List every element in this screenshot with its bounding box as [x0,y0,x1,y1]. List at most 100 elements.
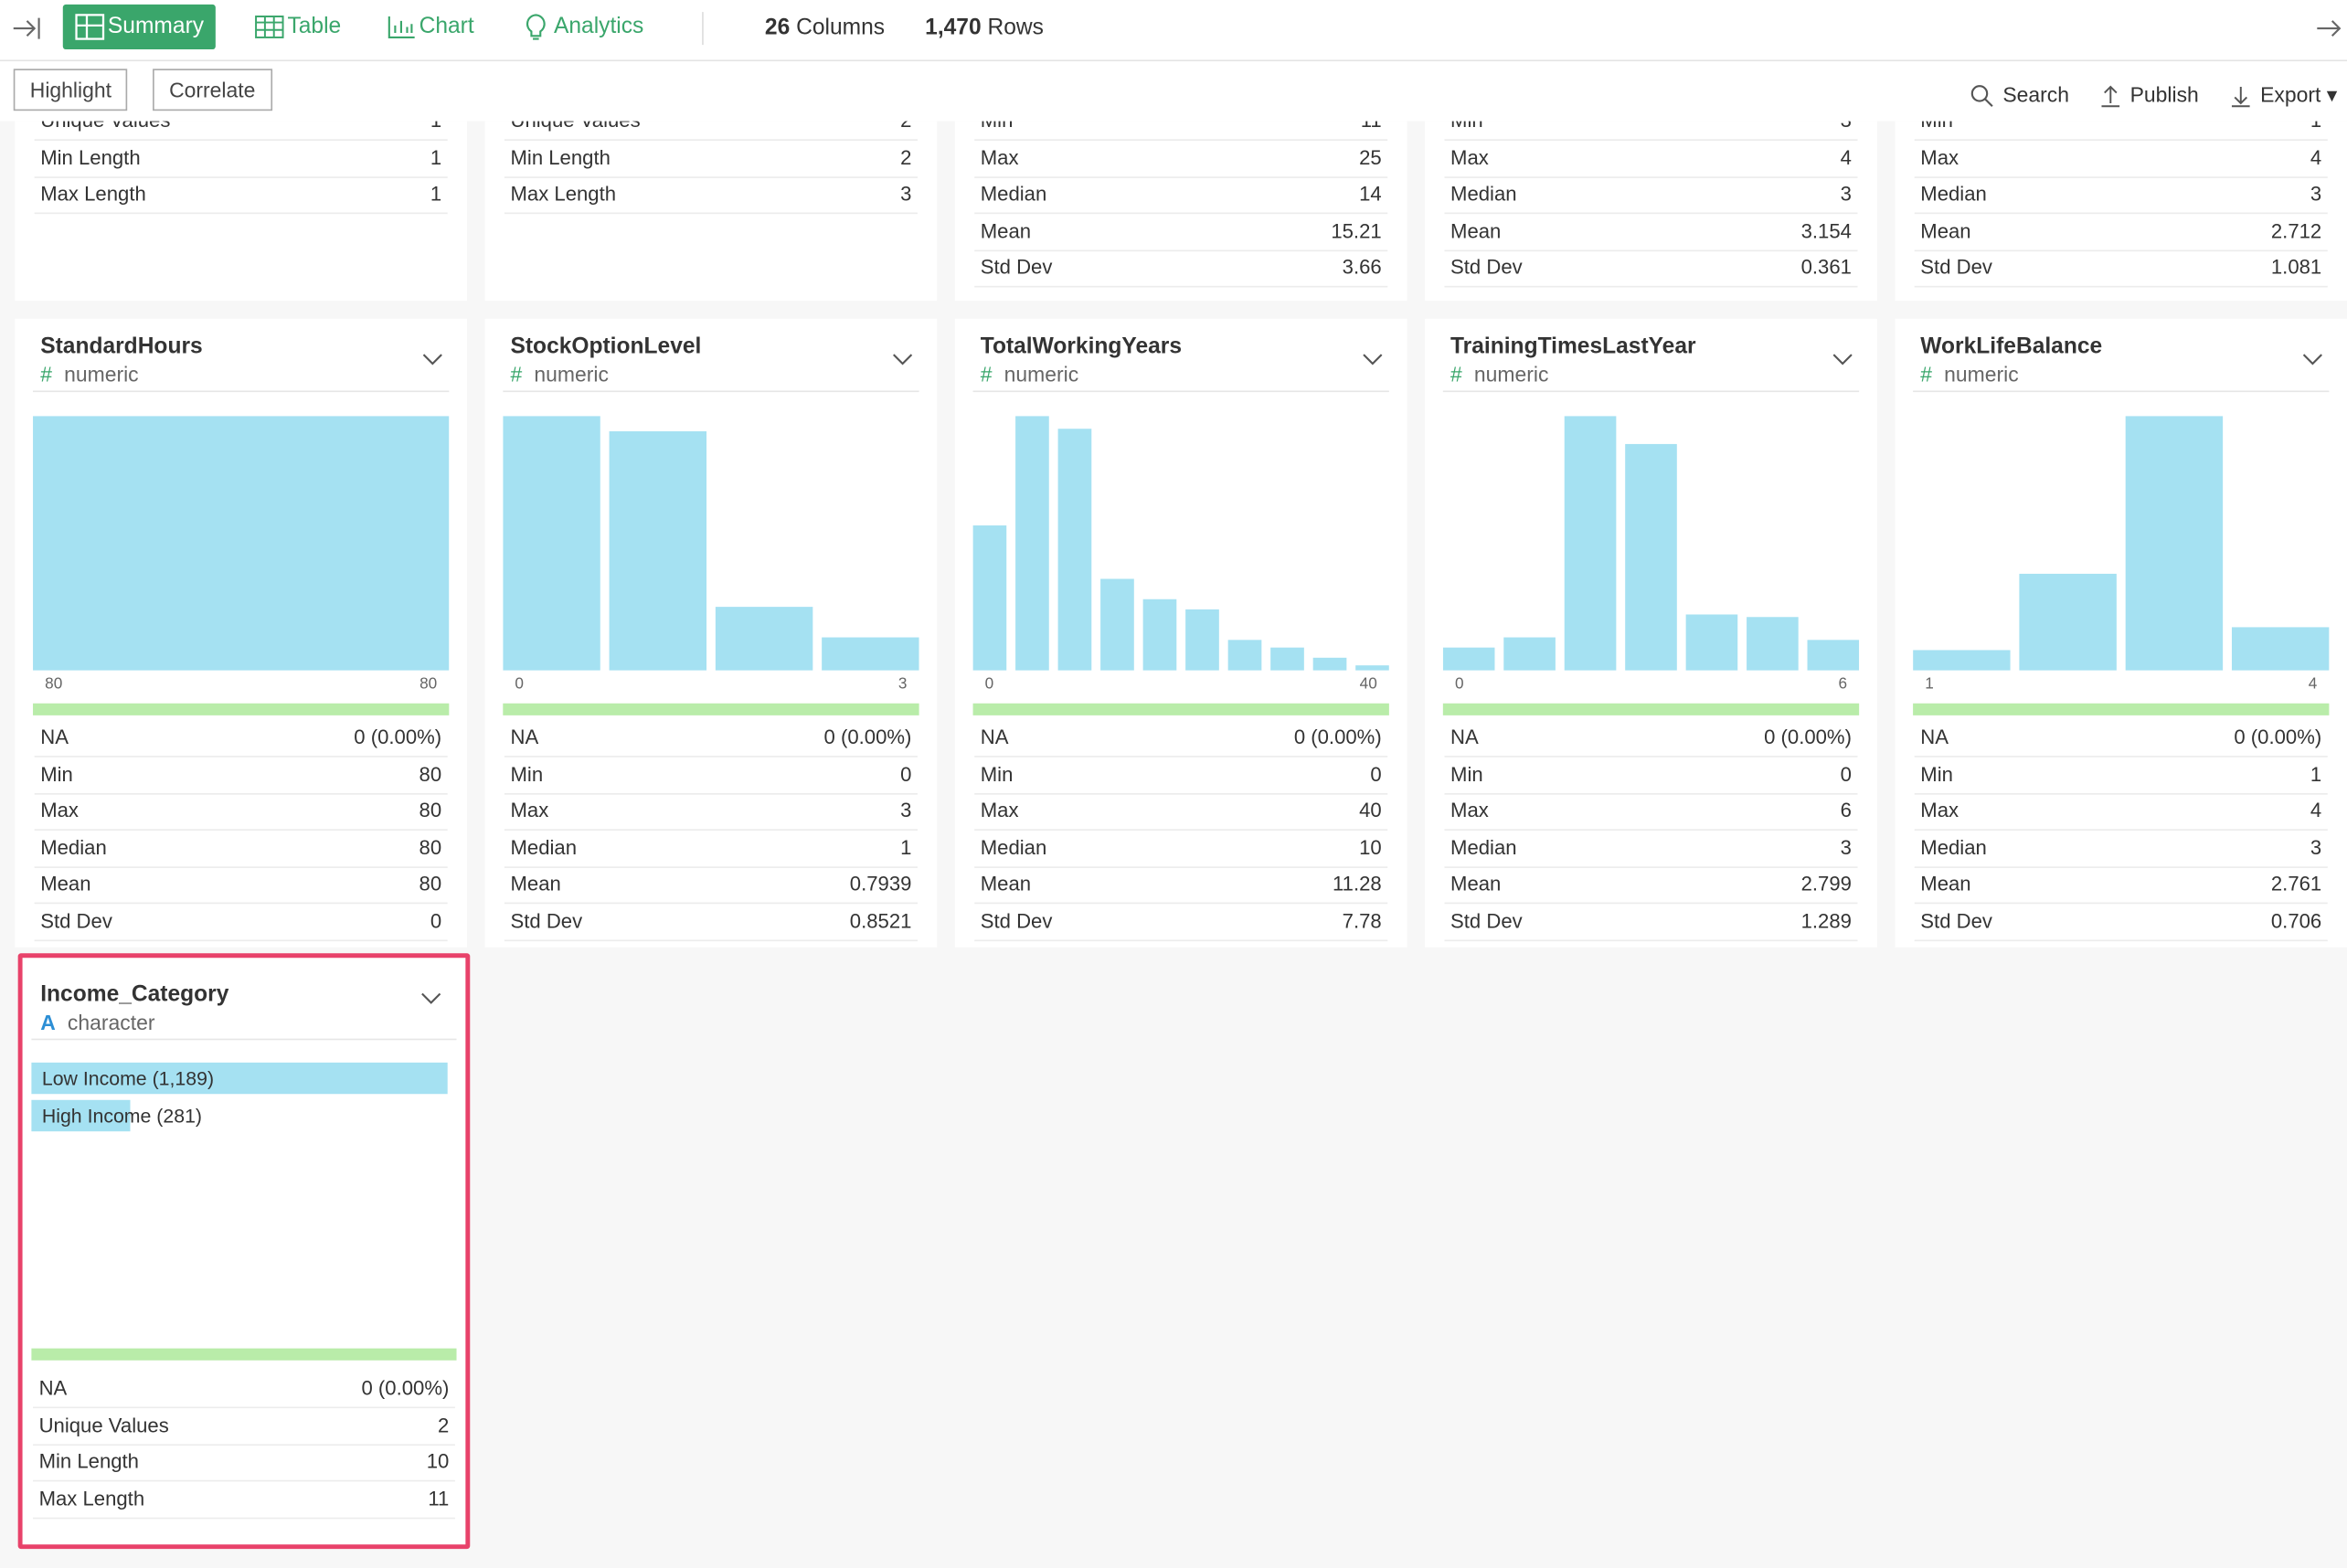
type-icon: # [1920,362,1933,387]
stat-label: Unique Values [38,1414,169,1436]
stat-value: 4 [2310,145,2322,169]
collapse-chevron[interactable] [1362,352,1383,366]
stat-row: Min Length 2 [504,140,918,178]
valid-bar [33,703,450,715]
stat-label: Median [1450,836,1517,859]
columns-count: 26 Columns [765,15,885,40]
stat-label: NA [510,726,539,748]
stat-label: Median [1450,183,1517,206]
stats-card: Unique Values 2 Min Length 2 Max Length 3 [484,121,938,302]
stat-row: Max Length 1 [34,177,448,215]
stat-value: 0.361 [1800,256,1852,280]
stat-value: 80 [419,762,442,786]
column-name: WorkLifeBalance [1920,334,2103,360]
collapse-chevron[interactable] [2302,352,2323,366]
stat-value: 2 [900,122,911,140]
stat-value: 0.7939 [849,873,912,896]
tab[interactable]: Analytics [509,5,656,49]
level-bar [31,1062,448,1095]
collapse-chevron[interactable] [892,352,913,366]
histogram-bar [1015,416,1049,671]
stat-value: 0 [430,909,442,933]
stat-row: Std Dev 1.081 [1914,250,2328,289]
level-label: High Income (281) [41,1104,203,1128]
correlate-button[interactable]: Correlate [153,69,272,111]
stat-label: Mean [980,873,1032,896]
stat-row: Std Dev 0.8521 [504,904,918,942]
tab[interactable]: Chart [374,5,485,49]
stat-value: 0 (0.00%) [354,726,442,748]
stat-row: NA 0 (0.00%) [1914,720,2328,758]
export-button[interactable]: Export ▾ [2230,82,2337,108]
collapse-icon[interactable] [12,15,42,41]
histogram [1442,416,1860,671]
axis-max: 4 [2308,674,2318,694]
stat-row: Median 80 [34,831,448,868]
stat-label: Min [40,762,73,786]
stat-value: 1 [900,836,912,859]
histogram-bar [1685,614,1738,671]
histogram-bar [609,431,707,671]
stat-value: 10 [1359,836,1382,859]
type-label: numeric [1473,362,1549,387]
stat-row: Max 6 [1444,793,1858,832]
stat-value: 2 [900,145,912,169]
histogram [33,416,450,671]
stat-row: Max 4 [1914,793,2328,832]
stat-value: 3 [1840,836,1852,859]
stat-row: Min 11 [974,122,1388,141]
stat-value: 0 [1370,762,1382,786]
stat-row: Min 80 [34,757,448,795]
tab[interactable]: Summary [62,4,217,50]
label: Rows [987,15,1044,41]
stat-label: Mean [510,873,561,896]
stat-value: 25 [1359,145,1382,169]
histogram-bar [1913,650,2011,671]
histogram-bar [33,416,450,671]
column-name: StandardHours [40,334,203,360]
stat-row: Median 3 [1914,177,2328,215]
valid-bar [1442,703,1860,715]
histogram-bar [2231,627,2330,671]
stat-row: Max 3 [504,793,918,832]
stat-row: NA 0 (0.00%) [974,720,1388,758]
collapse-chevron[interactable] [422,352,443,366]
type-icon: # [40,362,52,387]
label: Search [2002,82,2070,107]
stat-value: 11 [428,1487,450,1510]
stat-row: Median 3 [1444,831,1858,868]
stat-row: Mean 80 [34,867,448,905]
stat-label: Max Length [40,183,146,206]
stat-row: Mean 2.761 [1914,867,2328,905]
stat-row: Unique Values 1 [34,122,448,141]
label: Columns [796,15,886,41]
stat-value: 4 [1840,145,1852,169]
axis-min: 0 [984,674,994,694]
stat-label: NA [1920,726,1949,748]
stat-value: 3 [900,799,912,822]
highlight-button[interactable]: Highlight [13,69,129,111]
column-type: # numeric [510,362,608,386]
stat-value: 0 (0.00%) [2234,726,2322,748]
divider [702,12,704,46]
stat-label: Median [1920,183,1987,206]
expand-icon[interactable] [2314,15,2344,41]
tab-icon [388,16,415,39]
collapse-chevron[interactable] [420,991,441,1005]
stat-row: Max 25 [974,140,1388,178]
stat-label: Min [1450,762,1483,786]
stat-label: Std Dev [510,909,583,933]
axis-min: 1 [1925,674,1934,694]
stat-label: Std Dev [1450,256,1523,280]
histogram-bar [1142,599,1177,671]
tab[interactable]: Table [242,5,353,49]
collapse-chevron[interactable] [1832,352,1853,366]
stat-row: Std Dev 7.78 [974,904,1388,942]
stat-label: Mean [980,219,1032,242]
stat-label: Unique Values [35,122,170,132]
separator [1913,390,2330,393]
search-button[interactable]: Search [1970,82,2070,108]
stat-label: Min [1444,122,1483,132]
separator [33,390,450,393]
publish-button[interactable]: Publish [2100,82,2199,108]
